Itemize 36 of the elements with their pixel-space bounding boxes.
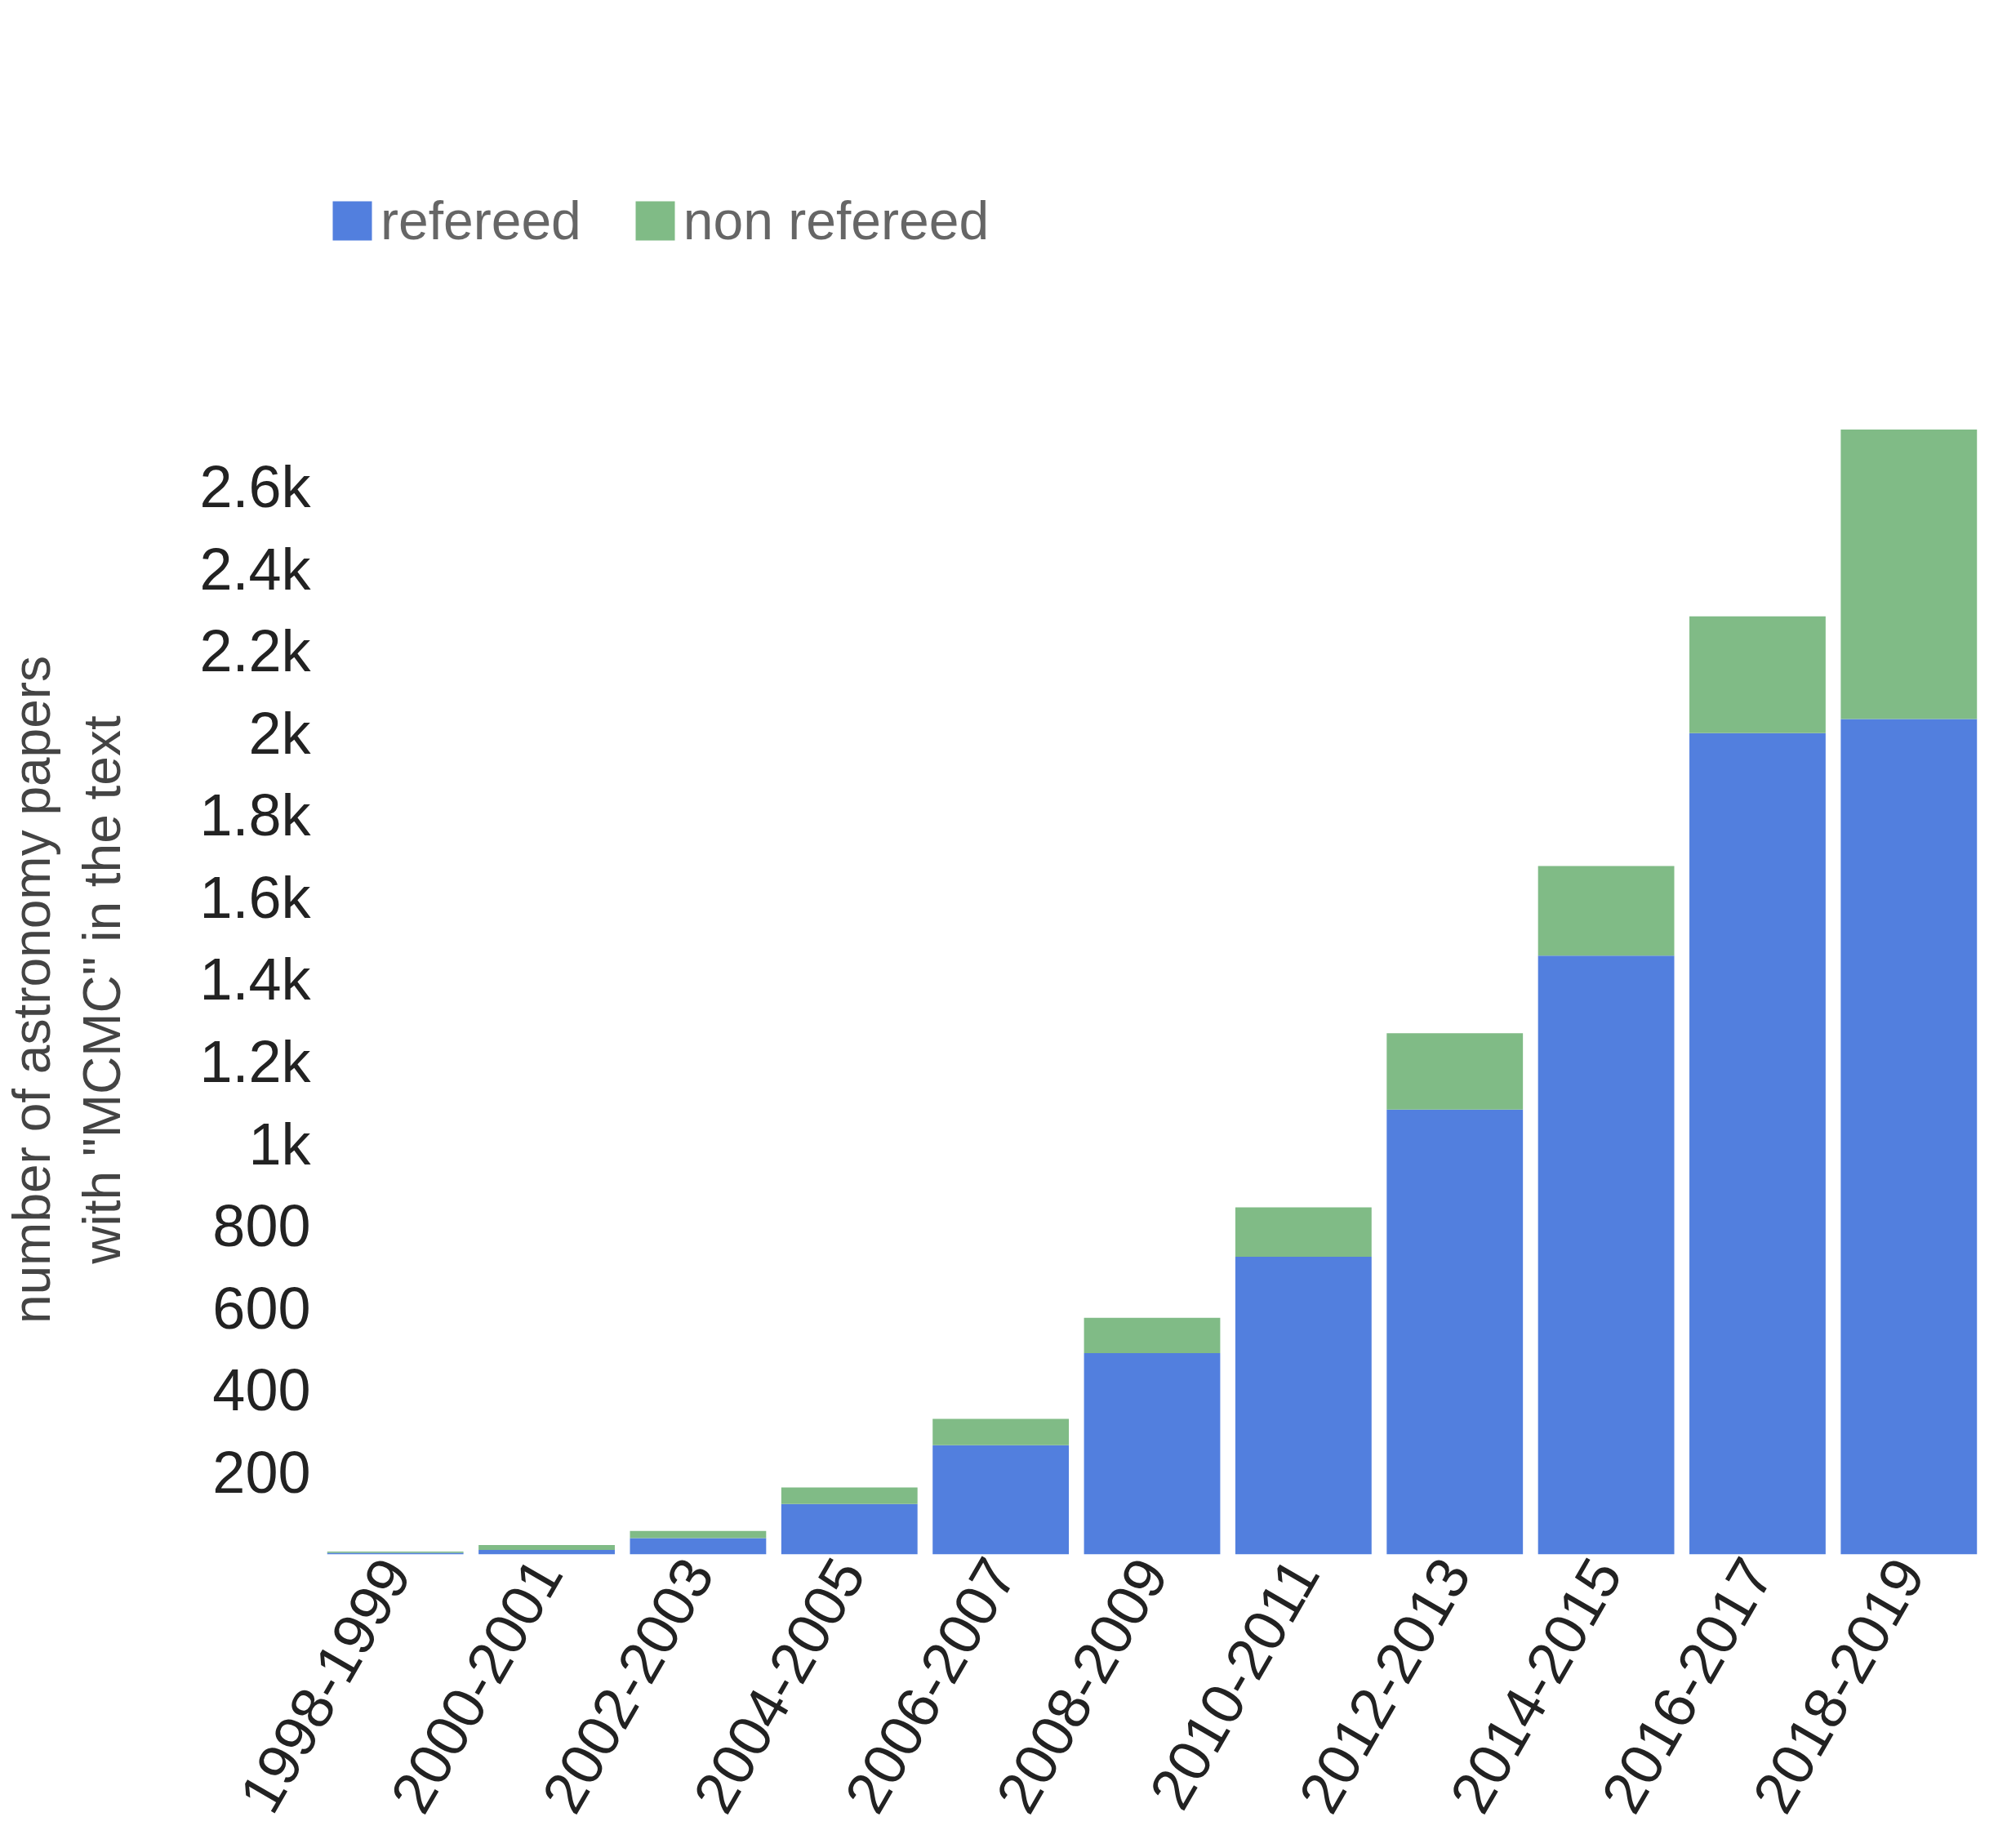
- y-tick-label: 1.6k: [199, 864, 312, 930]
- y-tick-label: 1.8k: [199, 782, 312, 848]
- y-tick-label: 400: [212, 1357, 311, 1423]
- y-tick-label: 800: [212, 1193, 311, 1259]
- bar: [1538, 955, 1675, 1555]
- bar: [630, 1530, 767, 1539]
- bar: [1235, 1207, 1372, 1257]
- y-tick-label: 2.4k: [199, 536, 312, 602]
- bar: [1084, 1317, 1221, 1354]
- legend-label: non refereed: [683, 189, 990, 252]
- y-tick-label: 1k: [248, 1111, 312, 1177]
- y-tick-label: 2.6k: [199, 453, 312, 519]
- y-axis-title: number of astronomy papers with "MCMC" in the text: [2, 655, 132, 1325]
- bar: [1538, 866, 1675, 956]
- bar: [630, 1538, 767, 1555]
- bar: [1840, 719, 1978, 1555]
- bar: [1235, 1256, 1372, 1555]
- bar: [1386, 1033, 1524, 1110]
- y-tick-label: 1.4k: [199, 946, 312, 1013]
- bar: [932, 1418, 1070, 1445]
- bar: [1386, 1109, 1524, 1555]
- legend-label: refereed: [380, 189, 581, 252]
- bar: [1689, 733, 1826, 1555]
- bar: [478, 1549, 615, 1555]
- bar: [1084, 1353, 1221, 1555]
- y-tick-label: 600: [212, 1275, 311, 1341]
- bar: [932, 1445, 1070, 1555]
- bar: [478, 1544, 615, 1550]
- bar: [781, 1487, 918, 1504]
- bar: [781, 1503, 918, 1555]
- bar: [1689, 616, 1826, 733]
- y-tick-label: 2k: [248, 700, 312, 766]
- y-tick-label: 1.2k: [199, 1029, 312, 1095]
- y-tick-label: 2.2k: [199, 618, 312, 684]
- bar: [1840, 430, 1978, 719]
- y-tick-label: 200: [212, 1439, 311, 1505]
